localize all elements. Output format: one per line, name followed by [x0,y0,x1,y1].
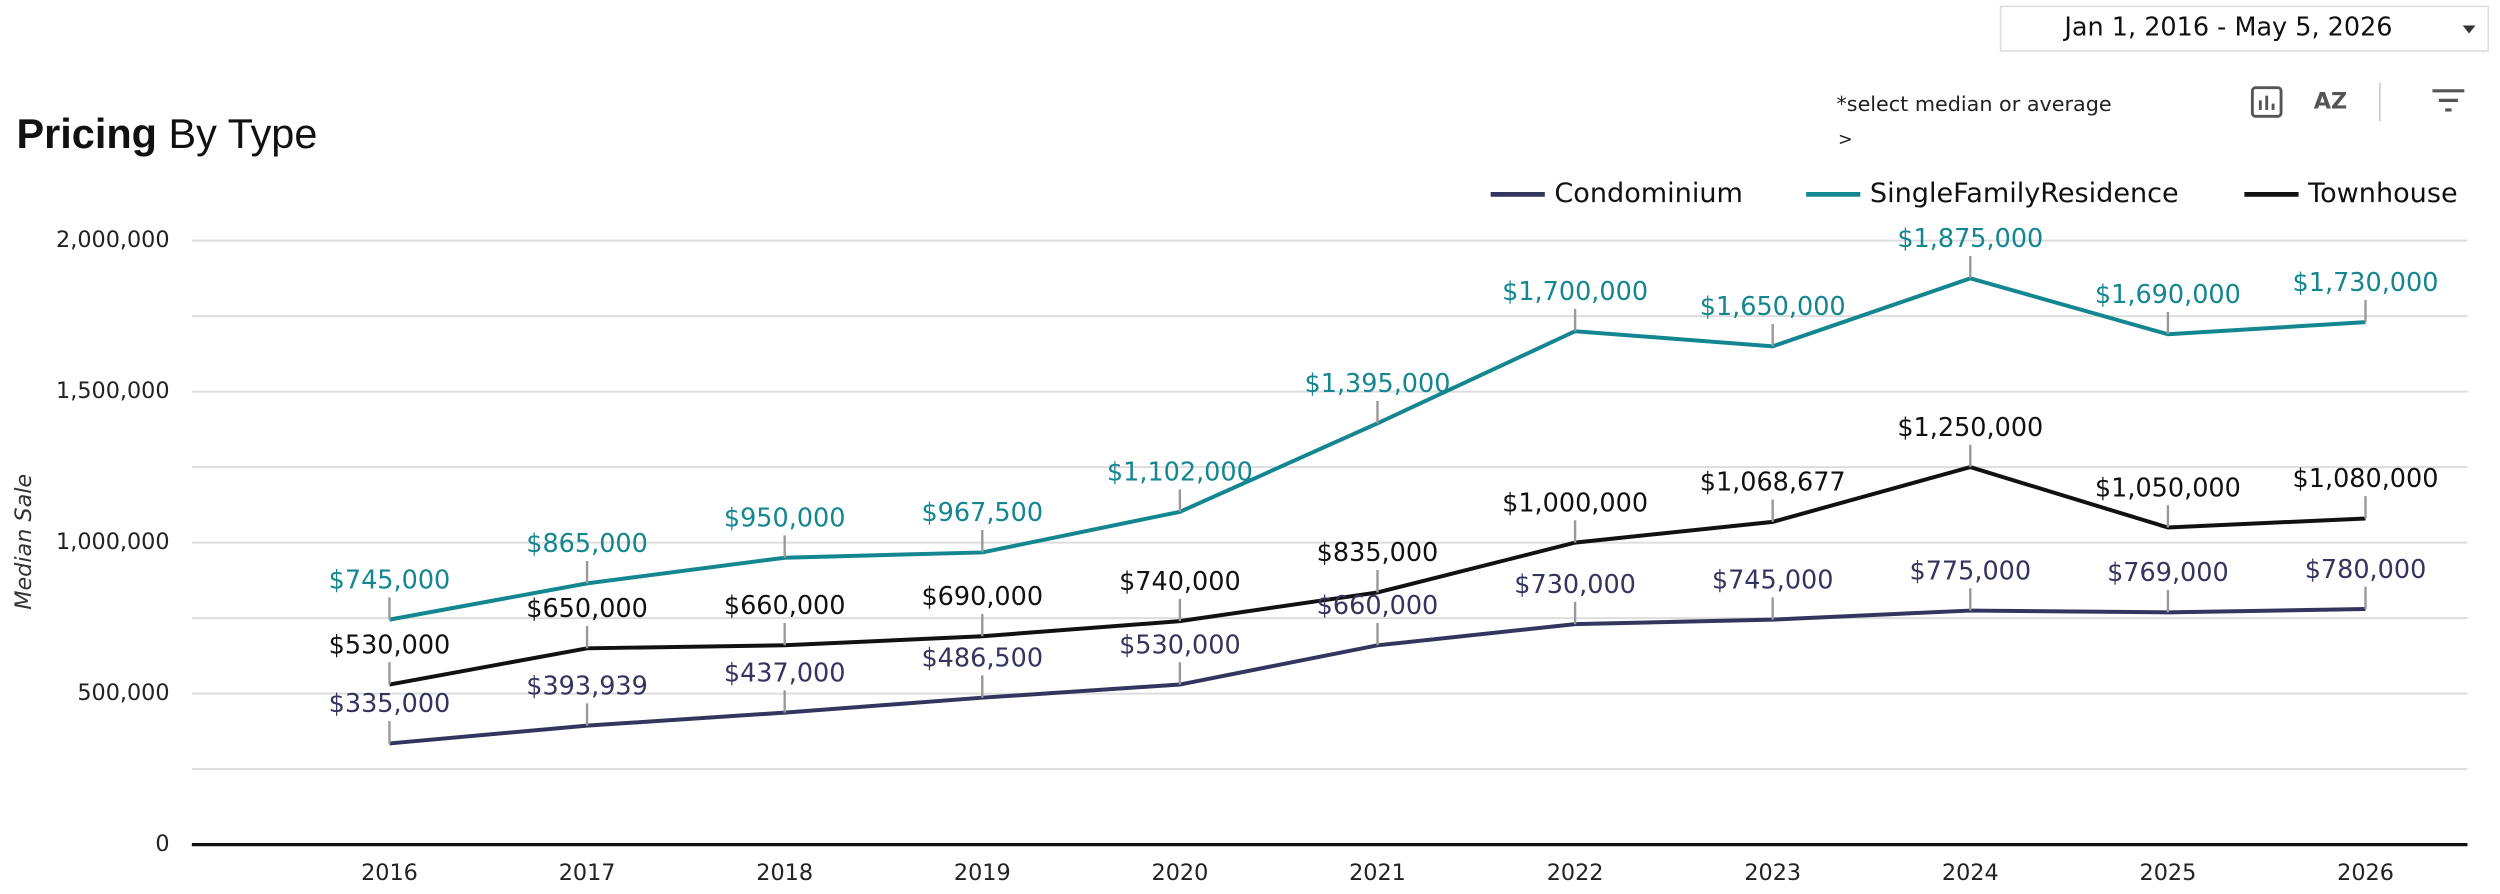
x-tick-label: 2019 [954,860,1011,886]
data-label: $745,000 [1712,565,1834,595]
chart-title: Pricing By Type [17,110,318,157]
data-label: $486,500 [921,643,1043,673]
legend-label: SingleFamilyResidence [1870,178,2179,209]
x-tick-label: 2023 [1744,860,1801,886]
title-bold: Pricing [17,110,157,157]
data-label: $967,500 [921,498,1043,528]
data-label: $335,000 [329,689,451,719]
y-tick-label: 0 [155,831,169,857]
data-label: $393,939 [526,671,648,701]
chart-icon[interactable] [2250,86,2283,118]
data-label: $865,000 [526,529,648,559]
filter-icon[interactable] [2432,89,2465,112]
data-label: $1,875,000 [1897,224,2043,254]
data-label: $530,000 [1119,630,1241,660]
y-axis-label: Median Sale [11,474,37,610]
data-label: $1,690,000 [2095,280,2241,310]
y-tick-label: 2,000,000 [56,227,169,253]
data-label: $740,000 [1119,567,1241,597]
series-line [389,276,2366,622]
x-tick-label: 2018 [756,860,813,886]
y-tick-label: 1,000,000 [56,529,169,555]
data-label: $950,000 [724,503,846,533]
x-tick-label: 2024 [1942,860,1999,886]
data-label: $745,000 [329,565,451,595]
x-tick-label: 2020 [1152,860,1209,886]
legend-label: Condominium [1554,178,1743,209]
data-label: $1,395,000 [1305,369,1451,399]
date-range[interactable]: Jan 1, 2016 - May 5, 2026 [2062,13,2392,43]
data-label: $775,000 [1909,556,2031,586]
dropdown-arrow[interactable] [2462,25,2476,34]
data-label: $1,102,000 [1107,458,1253,488]
note: *select median or average [1836,92,2111,116]
data-label: $690,000 [921,582,1043,612]
sort-icon[interactable]: AZ [2314,88,2347,114]
data-label: $835,000 [1317,538,1439,568]
title-rest: By Type [168,110,317,157]
data-label: $1,050,000 [2095,473,2241,503]
data-label: $660,000 [1317,591,1439,621]
data-label: $1,068,677 [1700,468,1846,498]
data-label: $1,700,000 [1502,277,1648,307]
legend-label: Townhouse [2307,178,2457,209]
data-label: $1,080,000 [2293,464,2439,494]
data-label: $1,250,000 [1897,413,2043,443]
x-tick-label: 2016 [361,860,418,886]
data-label: $1,000,000 [1502,488,1648,518]
x-tick-label: 2017 [559,860,616,886]
data-label: $660,000 [724,591,846,621]
data-label: $650,000 [526,594,648,624]
x-tick-label: 2021 [1349,860,1406,886]
data-label: $730,000 [1514,570,1636,600]
note-arrow[interactable]: > [1838,130,1853,150]
data-label: $780,000 [2305,555,2427,585]
date-range-picker[interactable] [1999,5,2490,52]
data-label: $1,650,000 [1700,292,1846,322]
x-tick-label: 2026 [2337,860,2394,886]
y-tick-label: 500,000 [77,680,169,706]
data-label: $530,000 [329,630,451,660]
x-tick-label: 2025 [2140,860,2197,886]
x-tick-label: 2022 [1547,860,1604,886]
data-label: $769,000 [2107,558,2229,588]
data-label: $1,730,000 [2293,268,2439,298]
y-tick-label: 1,500,000 [56,378,169,404]
data-label: $437,000 [724,658,846,688]
